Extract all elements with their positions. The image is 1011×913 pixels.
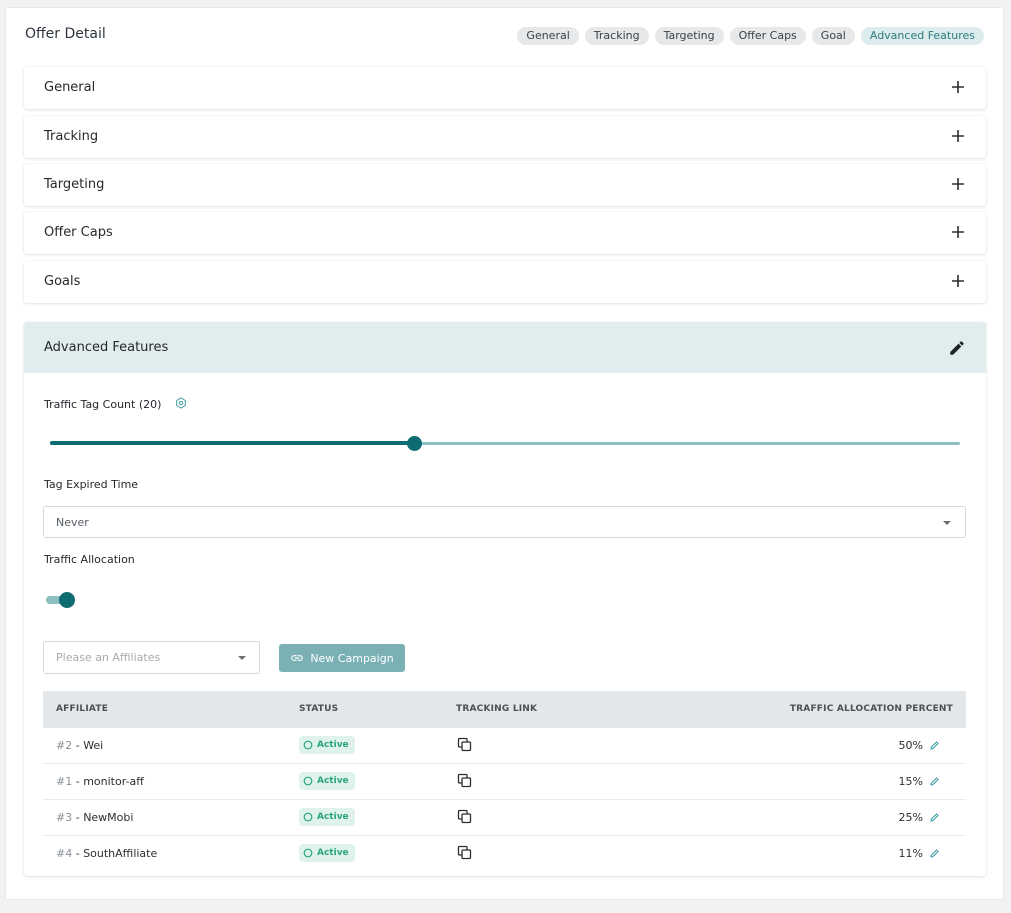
status-badge: Active (299, 736, 355, 754)
status-badge: Active (299, 844, 355, 862)
section-offer-caps[interactable]: Offer Caps (24, 212, 986, 254)
pencil-icon[interactable] (929, 848, 940, 859)
copy-icon[interactable] (457, 773, 472, 788)
traffic-percent: 15% (898, 775, 923, 788)
circle-icon (303, 812, 313, 822)
affiliate-name: Wei (83, 739, 104, 752)
plus-icon[interactable] (950, 273, 966, 289)
status-badge: Active (299, 772, 355, 790)
new-campaign-button[interactable]: New Campaign (279, 644, 405, 672)
affiliate-cell: #3 - NewMobi (56, 811, 134, 824)
traffic-percent: 50% (898, 739, 923, 752)
column-status: STATUS (299, 704, 339, 714)
affiliate-id: #3 (56, 811, 73, 824)
tag-expired-time-select[interactable]: Never (43, 506, 966, 538)
status-text: Active (317, 740, 349, 750)
affiliate-id: #2 (56, 739, 73, 752)
circle-icon (303, 848, 313, 858)
affiliate-cell: #2 - Wei (56, 739, 104, 752)
traffic-tag-count-slider[interactable] (50, 436, 960, 451)
status-badge: Active (299, 808, 355, 826)
table-row: #1 - monitor-aff Active 15% (43, 764, 966, 800)
section-label: General (44, 80, 96, 95)
traffic-percent: 25% (898, 811, 923, 824)
affiliate-name: SouthAffiliate (83, 847, 158, 860)
section-chips: General Tracking Targeting Offer Caps Go… (517, 27, 984, 45)
section-targeting[interactable]: Targeting (24, 164, 986, 206)
chevron-down-icon (238, 656, 246, 660)
pencil-icon[interactable] (929, 740, 940, 751)
chip-targeting[interactable]: Targeting (654, 27, 724, 45)
plus-icon[interactable] (950, 128, 966, 144)
column-tracking-link: TRACKING LINK (456, 704, 538, 714)
affiliate-select-placeholder: Please an Affiliates (56, 651, 161, 664)
page-title: Offer Detail (25, 26, 106, 42)
hexagon-info-icon[interactable] (175, 397, 187, 409)
advanced-features-title: Advanced Features (44, 340, 169, 355)
slider-thumb[interactable] (407, 436, 422, 451)
table-row: #3 - NewMobi Active 25% (43, 800, 966, 836)
affiliate-name: NewMobi (83, 811, 134, 824)
section-goals[interactable]: Goals (24, 261, 986, 303)
pencil-icon[interactable] (929, 812, 940, 823)
plus-icon[interactable] (950, 176, 966, 192)
affiliate-cell: #4 - SouthAffiliate (56, 847, 158, 860)
link-icon (291, 655, 304, 661)
offer-detail-header: Offer Detail General Tracking Targeting … (25, 26, 984, 48)
affiliates-table: AFFILIATE STATUS TRACKING LINK TRAFFIC A… (43, 691, 966, 871)
chip-goal[interactable]: Goal (811, 27, 855, 45)
table-header: AFFILIATE STATUS TRACKING LINK TRAFFIC A… (43, 691, 966, 728)
column-traffic-allocation-percent: TRAFFIC ALLOCATION PERCENT (789, 704, 953, 714)
traffic-percent: 11% (898, 847, 923, 860)
traffic-tag-count-label: Traffic Tag Count (20) (44, 398, 162, 411)
copy-icon[interactable] (457, 845, 472, 860)
affiliate-cell: #1 - monitor-aff (56, 775, 144, 788)
advanced-features-header[interactable]: Advanced Features (24, 322, 986, 373)
plus-icon[interactable] (950, 224, 966, 240)
circle-icon (303, 740, 313, 750)
pencil-icon[interactable] (929, 776, 940, 787)
tag-expired-time-label: Tag Expired Time (44, 478, 139, 491)
column-affiliate: AFFILIATE (56, 704, 109, 714)
copy-icon[interactable] (457, 737, 472, 752)
plus-icon[interactable] (950, 79, 966, 95)
affiliate-id: #4 (56, 847, 73, 860)
status-text: Active (317, 812, 349, 822)
affiliate-select[interactable]: Please an Affiliates (43, 641, 260, 674)
circle-icon (303, 776, 313, 786)
section-label: Tracking (44, 129, 99, 144)
section-tracking[interactable]: Tracking (24, 116, 986, 158)
affiliate-id: #1 (56, 775, 73, 788)
section-label: Targeting (44, 177, 105, 192)
chip-advanced-features[interactable]: Advanced Features (860, 27, 984, 45)
section-general[interactable]: General (24, 67, 986, 109)
section-label: Goals (44, 274, 81, 289)
chevron-down-icon (943, 521, 951, 525)
tag-expired-time-value: Never (56, 516, 89, 529)
chip-tracking[interactable]: Tracking (584, 27, 649, 45)
copy-icon[interactable] (457, 809, 472, 824)
slider-track (50, 442, 960, 445)
offer-detail-card: Offer Detail General Tracking Targeting … (5, 7, 1004, 900)
table-row: #4 - SouthAffiliate Active 11% (43, 836, 966, 871)
section-advanced-features: Advanced Features Traffic Tag Count (20)… (24, 322, 986, 876)
chip-general[interactable]: General (517, 27, 579, 45)
toggle-knob (59, 592, 75, 608)
chip-offer-caps[interactable]: Offer Caps (729, 27, 806, 45)
traffic-allocation-label: Traffic Allocation (44, 553, 135, 566)
status-text: Active (317, 776, 349, 786)
affiliate-name: monitor-aff (83, 775, 144, 788)
pencil-icon[interactable] (948, 339, 966, 357)
traffic-allocation-toggle[interactable] (44, 592, 76, 608)
new-campaign-label: New Campaign (310, 651, 394, 665)
status-text: Active (317, 848, 349, 858)
section-label: Offer Caps (44, 225, 113, 240)
table-row: #2 - Wei Active 50% (43, 728, 966, 764)
slider-fill (50, 441, 414, 445)
